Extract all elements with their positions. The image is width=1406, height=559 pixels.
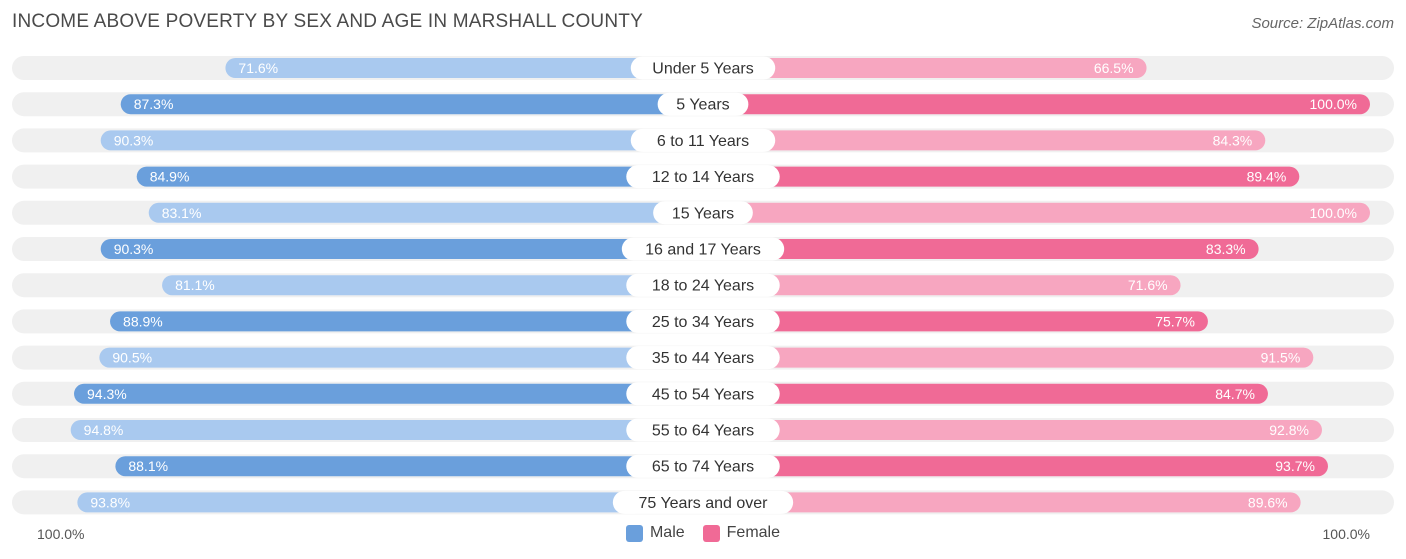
legend-item-female[interactable]: Female — [702, 524, 781, 542]
female-value-label: 84.3% — [1213, 132, 1253, 148]
category-label: 65 to 74 Years — [652, 459, 754, 476]
male-bar[interactable] — [77, 492, 703, 513]
female-bar[interactable] — [703, 383, 1268, 404]
female-value-label: 89.4% — [1247, 169, 1287, 185]
category-pill — [626, 454, 780, 478]
female-value-label: 71.6% — [1128, 277, 1168, 293]
male-value-label: 94.3% — [87, 386, 127, 402]
category-pill — [626, 382, 780, 406]
male-bar[interactable] — [120, 94, 704, 115]
category-pill — [621, 237, 785, 261]
category-label: 16 and 17 Years — [645, 242, 761, 259]
male-value-label: 90.3% — [114, 241, 154, 257]
category-pill — [612, 490, 794, 514]
female-bar[interactable] — [703, 58, 1147, 78]
male-bar[interactable] — [136, 166, 704, 187]
chart-title: INCOME ABOVE POVERTY BY SEX AND AGE IN M… — [12, 11, 643, 32]
category-pill — [657, 92, 749, 116]
category-label: 18 to 24 Years — [652, 278, 754, 295]
legend-label-male: Male — [649, 524, 685, 541]
male-value-label: 88.1% — [128, 458, 168, 474]
male-bar[interactable] — [225, 58, 704, 78]
axis-label-right: 100.0% — [1322, 526, 1370, 542]
female-bar[interactable] — [703, 311, 1208, 332]
category-pill — [626, 309, 780, 333]
category-label: 45 to 54 Years — [652, 386, 754, 403]
female-value-label: 66.5% — [1094, 60, 1134, 76]
category-label: 35 to 44 Years — [652, 350, 754, 367]
male-bar[interactable] — [74, 383, 704, 404]
category-pill — [630, 56, 776, 80]
male-value-label: 90.3% — [114, 132, 154, 148]
category-label: Under 5 Years — [652, 61, 753, 78]
category-pill — [626, 418, 780, 442]
female-bar[interactable] — [703, 239, 1259, 259]
male-bar[interactable] — [148, 202, 703, 223]
male-value-label: 90.5% — [112, 350, 152, 366]
source-label: Source: ZipAtlas.com — [1251, 15, 1394, 32]
category-label: 6 to 11 Years — [657, 133, 749, 150]
female-value-label: 83.3% — [1206, 241, 1246, 257]
legend-item-male[interactable]: Male — [625, 524, 685, 542]
male-value-label: 88.9% — [123, 313, 163, 329]
male-value-label: 84.9% — [150, 169, 190, 185]
male-bar[interactable] — [110, 311, 704, 332]
male-bar[interactable] — [100, 130, 704, 151]
female-bar[interactable] — [703, 202, 1370, 223]
category-label: 5 Years — [676, 97, 729, 114]
male-bar[interactable] — [115, 456, 704, 477]
category-label: 12 to 14 Years — [652, 169, 754, 186]
category-pill — [653, 201, 753, 225]
female-value-label: 75.7% — [1155, 313, 1195, 329]
category-pill — [626, 273, 780, 297]
female-value-label: 93.7% — [1275, 458, 1315, 474]
axis-label-left: 100.0% — [37, 526, 85, 542]
male-value-label: 81.1% — [175, 277, 215, 293]
male-value-label: 83.1% — [162, 205, 202, 221]
category-label: 15 Years — [672, 205, 734, 222]
female-value-label: 92.8% — [1269, 422, 1309, 438]
male-value-label: 71.6% — [238, 60, 278, 76]
category-pill — [626, 165, 780, 189]
category-pill — [626, 346, 780, 370]
female-value-label: 84.7% — [1215, 386, 1255, 402]
category-label: 75 Years and over — [639, 495, 769, 512]
female-bar[interactable] — [703, 130, 1266, 151]
female-bar[interactable] — [703, 456, 1328, 477]
male-bar[interactable] — [162, 275, 704, 296]
legend: Male Female — [0, 524, 1406, 542]
category-pill — [630, 128, 776, 152]
female-bar[interactable] — [703, 420, 1322, 440]
category-label: 25 to 34 Years — [652, 314, 754, 331]
legend-label-female: Female — [726, 524, 781, 541]
male-bar[interactable] — [100, 239, 704, 259]
female-value-label: 91.5% — [1261, 350, 1301, 366]
category-label: 55 to 64 Years — [652, 423, 754, 440]
female-bar[interactable] — [703, 94, 1370, 115]
female-bar[interactable] — [703, 492, 1301, 513]
male-bar[interactable] — [70, 420, 703, 440]
female-bar[interactable] — [703, 275, 1181, 296]
legend-swatch-female — [702, 524, 720, 542]
male-value-label: 94.8% — [84, 422, 124, 438]
male-value-label: 87.3% — [134, 96, 174, 112]
female-value-label: 89.6% — [1248, 494, 1288, 510]
legend-swatch-male — [625, 524, 643, 542]
female-value-label: 100.0% — [1310, 205, 1357, 221]
female-bar[interactable] — [703, 166, 1300, 187]
male-value-label: 93.8% — [90, 494, 130, 510]
chart-canvas: 71.6% 66.5% Under 5 Years 87.3% 100.0% 5 Year… — [12, 56, 1394, 515]
female-bar[interactable] — [703, 347, 1314, 368]
male-bar[interactable] — [99, 347, 704, 368]
female-value-label: 100.0% — [1310, 96, 1357, 112]
